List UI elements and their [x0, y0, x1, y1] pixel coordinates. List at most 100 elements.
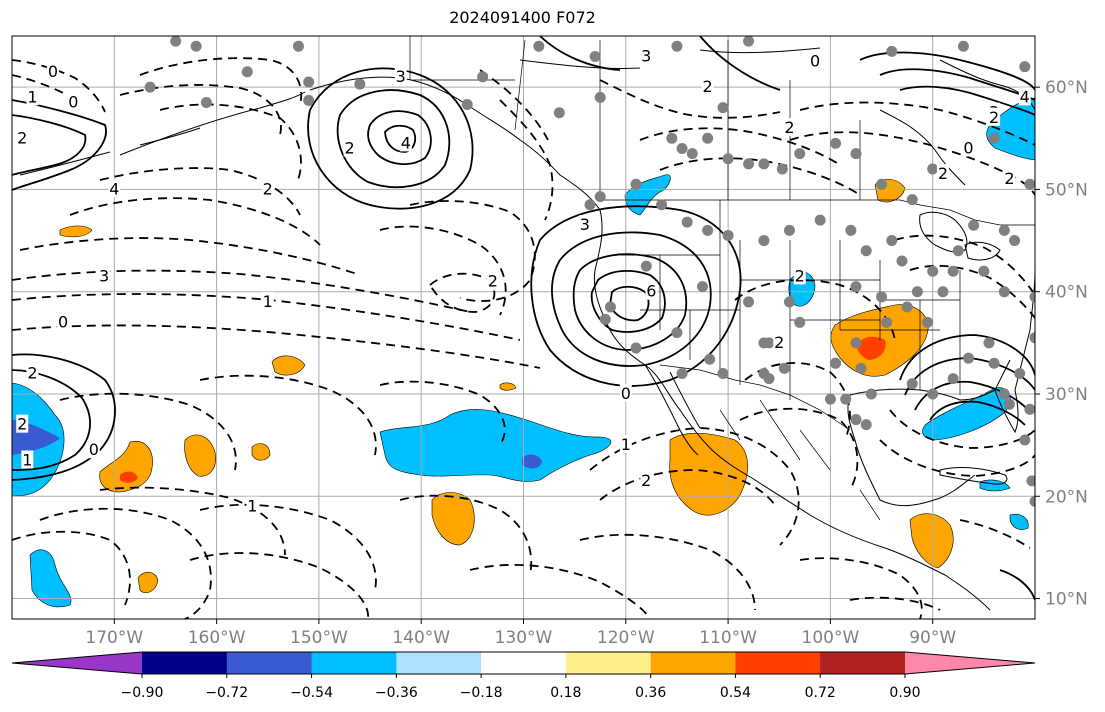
station-marker — [927, 388, 939, 400]
station-marker — [599, 313, 611, 325]
station-marker — [241, 66, 253, 78]
station-marker — [292, 40, 304, 52]
station-marker — [988, 132, 1000, 144]
station-marker — [886, 45, 898, 57]
station-marker — [814, 214, 826, 226]
station-marker — [758, 158, 770, 170]
contour-label: 4 — [1020, 87, 1030, 106]
station-marker — [957, 40, 969, 52]
contour-label-bg — [988, 107, 1001, 126]
contour-label: 3 — [580, 215, 590, 234]
contour-label-bg — [640, 46, 653, 65]
station-marker — [998, 224, 1010, 236]
station-marker — [717, 102, 729, 114]
station-marker — [656, 199, 668, 211]
station-marker — [1014, 368, 1026, 380]
station-marker — [783, 296, 795, 308]
shade-negative-caribbean-2 — [1009, 513, 1029, 530]
contour-label-bg — [261, 291, 274, 310]
coast-canada — [519, 47, 1035, 186]
lat-tick-label: 40°N — [1045, 283, 1088, 303]
contour-label-bg — [26, 363, 39, 382]
coast-mexico — [751, 439, 991, 611]
contour-label-bg — [962, 138, 975, 157]
station-marker — [922, 316, 934, 328]
contour-label: 2 — [17, 415, 27, 434]
station-marker — [686, 148, 698, 160]
station-marker — [881, 316, 893, 328]
coast-great-lakes — [919, 211, 1001, 261]
station-marker — [144, 81, 156, 93]
station-marker — [200, 96, 212, 108]
colorbar-segment — [396, 652, 482, 674]
station-marker — [1019, 434, 1031, 446]
contour-label: 6 — [646, 282, 656, 301]
station-marker — [886, 235, 898, 247]
station-marker — [776, 163, 788, 175]
station-markers — [144, 36, 1035, 507]
station-marker — [794, 316, 806, 328]
station-marker — [947, 373, 959, 385]
border-us-mexico — [659, 364, 851, 431]
border-alaska-canada — [514, 39, 526, 131]
colorbar-segment — [820, 652, 906, 674]
colorbar-segment — [142, 652, 228, 674]
station-marker — [968, 219, 980, 231]
station-marker — [906, 378, 918, 390]
station-marker — [794, 148, 806, 160]
station-marker — [717, 368, 729, 380]
contour-label: 4 — [109, 179, 119, 198]
contour-label-bg — [16, 414, 29, 433]
station-marker — [906, 194, 918, 206]
shade-positive-pacific-2 — [99, 440, 153, 493]
contour-label: 3 — [99, 266, 109, 285]
contour-label: 2 — [703, 77, 713, 96]
contour-labels: 00124231034223601212210320222342022 — [16, 46, 1031, 515]
station-marker — [702, 132, 714, 144]
station-marker — [901, 301, 913, 313]
station-marker — [1029, 291, 1035, 303]
station-marker — [865, 388, 877, 400]
shade-positive-pacific-2-strong — [120, 471, 138, 483]
station-marker — [850, 148, 862, 160]
station-marker — [1029, 332, 1035, 344]
longitude-tick-labels: 170°W 160°W 150°W 140°W 130°W 120°W 110°W 100°W… — [85, 619, 956, 648]
station-marker — [855, 362, 867, 374]
station-marker — [876, 178, 888, 190]
contour-label: 2 — [27, 364, 37, 383]
lon-tick-label: 130°W — [495, 628, 553, 648]
contour-label: 1 — [247, 496, 257, 515]
contour-label-bg — [809, 51, 822, 70]
colorbar-tick-label: −0.36 — [375, 685, 418, 701]
station-marker — [1003, 398, 1015, 410]
colorbar-segment — [735, 652, 821, 674]
station-marker — [666, 132, 678, 144]
contour-label-bg — [46, 61, 59, 80]
station-marker — [697, 281, 709, 293]
station-marker — [303, 94, 315, 106]
colorbar-tick-label: −0.90 — [121, 685, 164, 701]
station-marker — [303, 76, 315, 88]
station-marker — [937, 286, 949, 298]
station-marker — [594, 91, 606, 103]
colorbar-tick-label: −0.72 — [205, 685, 248, 701]
lon-tick-label: 100°W — [802, 628, 860, 648]
contour-label: 2 — [344, 139, 354, 158]
station-marker — [702, 224, 714, 236]
station-marker — [594, 191, 606, 203]
contour-label-bg — [67, 92, 80, 111]
shade-negative-central-strong — [522, 454, 542, 469]
lat-tick-label: 30°N — [1045, 385, 1088, 405]
contours-negative — [12, 57, 1035, 619]
contour-label: 0 — [48, 62, 58, 81]
station-marker — [584, 199, 596, 211]
contour-label: 3 — [641, 46, 651, 65]
station-marker — [722, 153, 734, 165]
contour-label: 2 — [989, 108, 999, 127]
station-marker — [998, 286, 1010, 298]
lon-tick-label: 170°W — [85, 628, 143, 648]
station-marker — [1026, 475, 1035, 487]
shade-positive-pacific-4 — [251, 443, 271, 461]
shade-negative-southwest — [29, 549, 72, 608]
